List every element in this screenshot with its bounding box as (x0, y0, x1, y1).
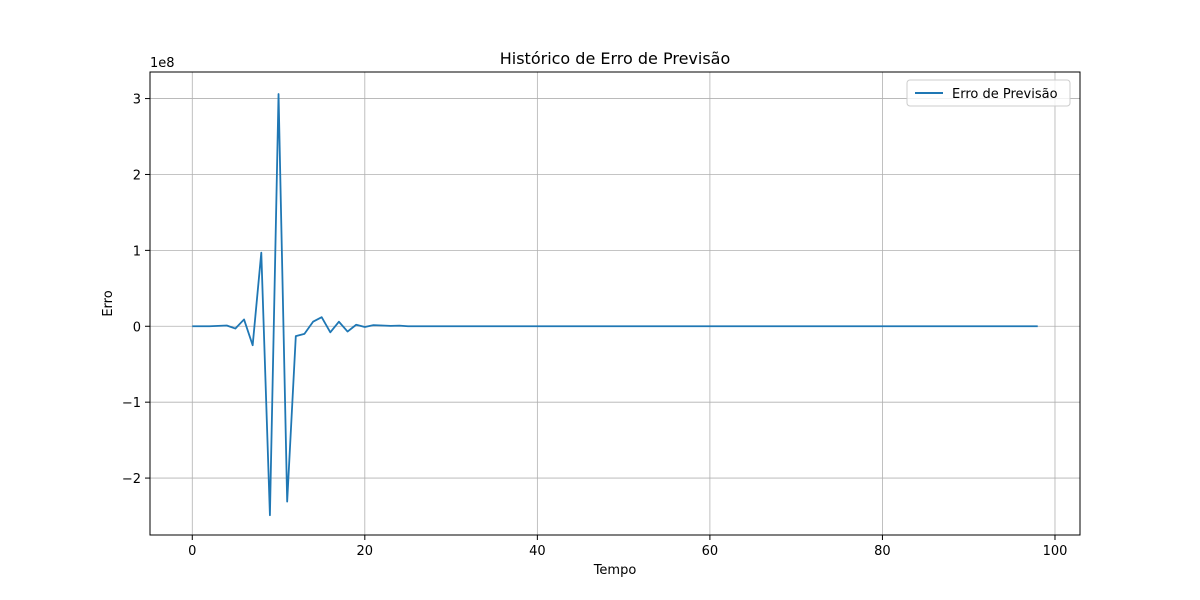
legend-box (906, 79, 1071, 107)
legend: Erro de Previsão (906, 79, 1071, 107)
plot-frame (149, 71, 1081, 536)
legend-label: Erro de Previsão (952, 87, 1058, 102)
x-tick-label: 80 (874, 544, 891, 559)
x-tick-label: 40 (529, 544, 546, 559)
y-tick-label: 3 (133, 93, 141, 108)
x-tick-label: 60 (702, 544, 719, 559)
y-tick-label: 0 (133, 320, 141, 335)
grid (150, 72, 1080, 535)
ticks: 0 20 40 60 80 100 −2 −1 0 1 2 3 (122, 93, 1068, 559)
y-tick-label: 2 (133, 168, 141, 183)
x-axis-title: Tempo (593, 563, 637, 578)
x-tick-label: 0 (188, 544, 196, 559)
x-tick-label: 100 (1043, 544, 1068, 559)
series-line (192, 93, 1038, 517)
x-tick-label: 20 (357, 544, 374, 559)
chart-title: Histórico de Erro de Previsão (500, 49, 731, 68)
y-scale-label: 1e8 (150, 56, 175, 71)
y-tick-label: −1 (122, 396, 141, 411)
y-tick-label: 1 (133, 244, 141, 259)
y-axis-title: Erro (101, 290, 116, 316)
series-layer (192, 93, 1038, 517)
y-tick-label: −2 (122, 472, 141, 487)
